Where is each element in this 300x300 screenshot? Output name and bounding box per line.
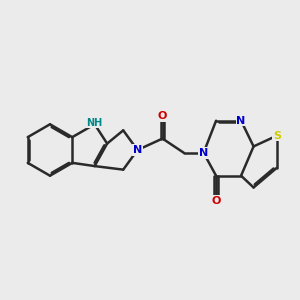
Text: O: O (212, 196, 221, 206)
Text: N: N (199, 148, 208, 158)
Text: NH: NH (86, 118, 103, 128)
Text: N: N (133, 145, 142, 155)
Text: O: O (158, 111, 167, 121)
Text: N: N (236, 116, 246, 126)
Text: S: S (273, 131, 281, 141)
